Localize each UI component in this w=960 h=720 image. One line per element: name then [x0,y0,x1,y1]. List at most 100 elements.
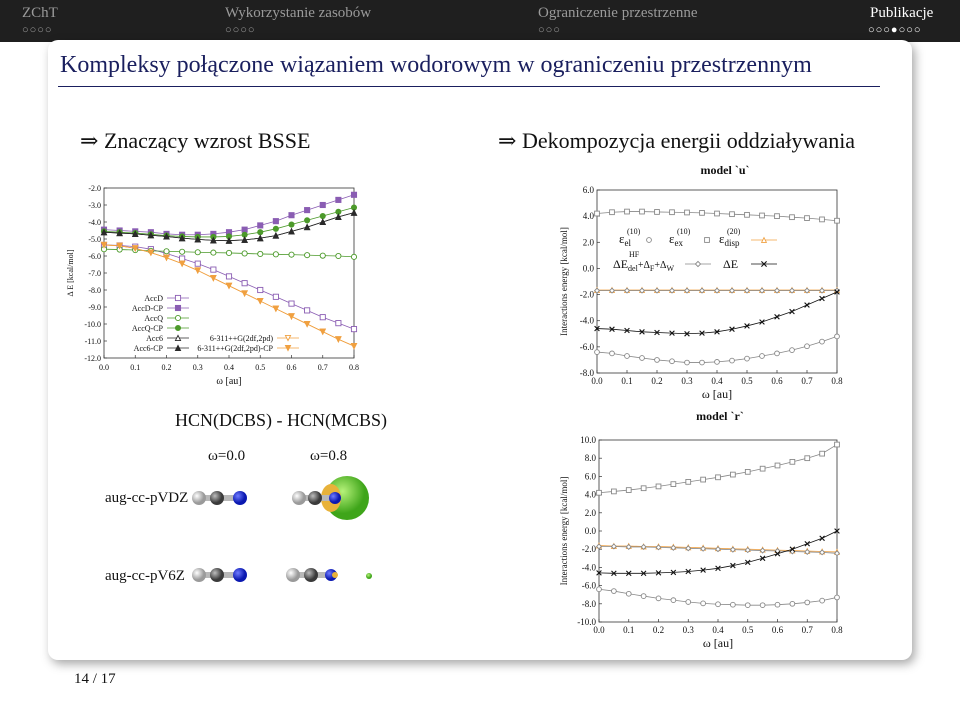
data-point [272,305,280,313]
data-point [714,329,720,335]
nav-section-spatial[interactable]: Ograniczenie przestrzenne [538,5,698,21]
data-point [319,218,327,226]
data-point [640,570,647,577]
data-point [241,226,248,233]
data-point [670,481,677,487]
chart-title: model `r` [696,409,744,423]
legend-marker [174,304,182,312]
data-point [729,546,736,553]
data-point [715,601,721,608]
legend-label: Acc6-CP [134,344,164,353]
nav-dots-spatial[interactable]: ○○○ [538,24,561,36]
data-point [241,280,248,287]
x-tick-label: 0.0 [593,625,605,635]
legend-marker [646,237,652,243]
data-point [759,319,765,325]
data-point [609,326,615,332]
nav-section-zcht[interactable]: ZChT [22,5,58,21]
y-tick-label: -6.0 [580,342,595,352]
data-point [834,528,840,534]
x-tick-label: 0.0 [591,376,603,386]
data-point [715,565,721,572]
data-point [288,212,295,219]
data-point [304,252,311,259]
data-point [804,215,810,221]
data-point [179,248,186,255]
y-tick-label: -8.0 [88,286,101,295]
nav-dots-zcht[interactable]: ○○○○ [22,24,53,36]
data-point [624,208,630,215]
data-point [804,540,811,547]
data-point [194,249,201,256]
nav-dots-resources[interactable]: ○○○○ [225,24,256,36]
y-tick-label: 6.0 [585,471,597,481]
legend-label: AccD-CP [132,304,164,313]
legend-marker [704,237,710,243]
y-tick-label: -12.0 [84,354,101,363]
data-point [350,326,358,333]
data-point [116,229,123,237]
data-point [640,485,647,492]
nav-section-publications[interactable]: Publikacje [870,5,934,21]
y-tick-label: -5.0 [88,235,101,244]
data-point [257,229,264,236]
data-point [834,217,840,224]
data-point [319,213,326,220]
data-point [714,359,720,365]
data-point [624,353,630,359]
data-point [225,249,233,256]
x-tick-label: 0.7 [318,363,328,372]
data-point [654,329,660,336]
y-tick-label: -8.0 [580,368,595,378]
y-axis-label: Interactions energy [kcal/mol] [559,227,569,336]
legend-label-sup: (20) [727,227,741,236]
data-point [759,465,766,472]
x-tick-label: 0.6 [287,363,297,372]
legend-label: ΔE [723,257,738,271]
data-point [744,602,751,609]
hcn-vdz-w08 [292,476,369,520]
data-point [304,207,311,214]
data-point [131,245,139,252]
data-point [669,209,675,216]
data-point [596,489,602,496]
data-point [319,252,326,259]
data-point [670,597,677,604]
data-point [625,487,632,493]
x-tick-label: 0.4 [224,363,234,372]
data-point [804,599,811,606]
data-point [685,479,692,485]
data-point [774,314,780,320]
data-point [163,248,170,255]
nav-dots-publications[interactable]: ○○○●○○○ [868,24,922,36]
data-point [639,208,645,215]
x-tick-label: 0.6 [772,625,784,635]
data-point [789,214,795,221]
data-point [655,544,662,551]
y-tick-label: -2.0 [580,290,595,300]
data-point [774,550,781,557]
data-point [654,357,660,363]
data-point [596,570,602,576]
legend-marker [174,294,182,302]
series-line-total [596,291,838,335]
x-tick-label: 0.4 [711,376,723,386]
y-tick-label: -9.0 [88,303,101,312]
data-point [759,602,766,609]
data-point [685,545,692,552]
y-tick-label: 2.0 [585,508,597,518]
data-point [594,349,600,355]
data-point [714,546,722,553]
y-tick-label: -4.0 [88,218,101,227]
data-point [730,601,736,608]
bullet-left-text: Znaczący wzrost BSSE [103,128,311,153]
nav-section-resources[interactable]: Wykorzystanie zasobów [225,5,372,21]
data-point [131,230,139,237]
data-point [257,286,264,294]
data-point [640,593,647,599]
data-point [350,343,358,350]
data-point [210,236,217,244]
y-tick-label: 4.0 [583,211,595,221]
bullet-right-text: Dekompozycja energii oddziaływania [521,128,856,153]
data-point [685,599,692,605]
